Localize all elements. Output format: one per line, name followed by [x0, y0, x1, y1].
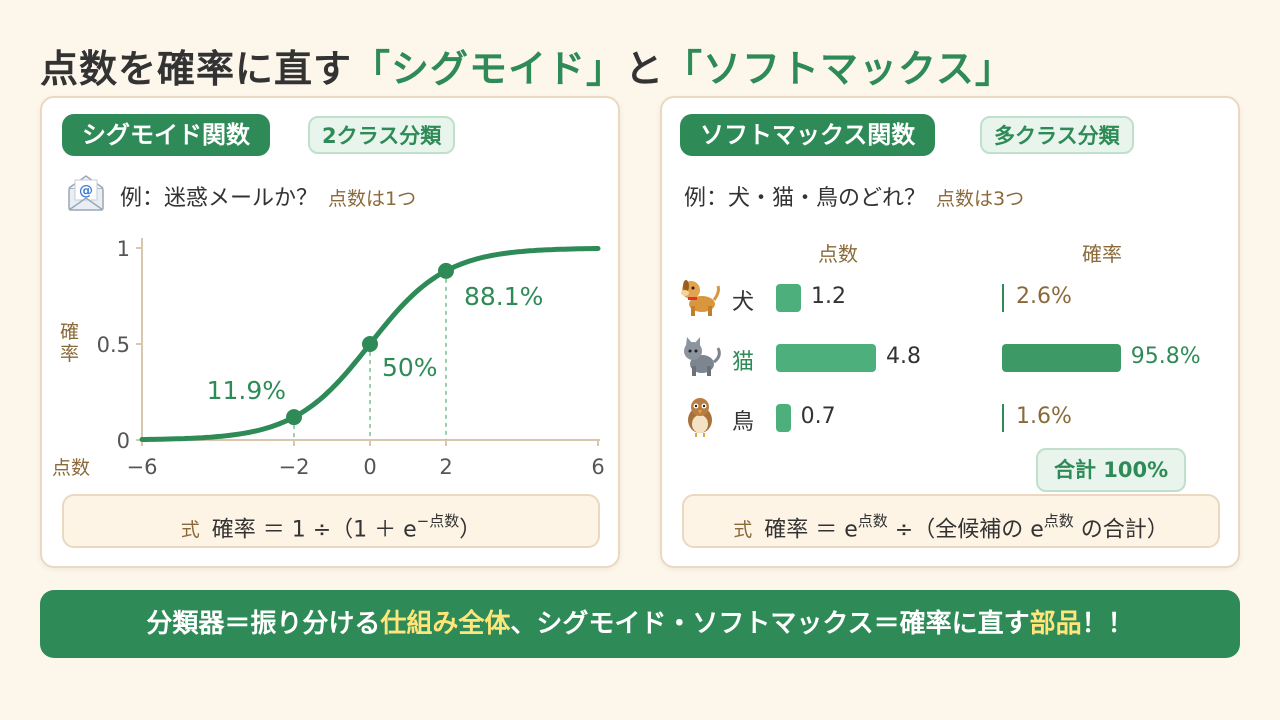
x-axis-label: 点数: [52, 457, 90, 479]
softmax-formula-label: 式: [733, 519, 753, 542]
multi-class-badge: 多クラス分類: [980, 116, 1134, 154]
softmax-panel: ソフトマックス関数 多クラス分類 例：犬・猫・鳥のどれ？ 点数は3つ 点数 確率 …: [660, 96, 1240, 568]
dog-score-bar: [776, 284, 801, 312]
page-title: 点数を確率に直す「シグモイド」と「ソフトマックス」: [40, 38, 1014, 93]
dog-label: 犬: [732, 290, 755, 315]
sigmoid-formula-exponent: −点数: [416, 512, 460, 530]
probability-column-header: 確率: [1082, 242, 1122, 266]
y-tick-label: 0: [117, 429, 130, 453]
bird-score-bar: [776, 404, 791, 432]
sigmoid-panel: シグモイド関数 2クラス分類 @ 例：迷惑メールか？ 点数は1つ 0 0.5 1 −6 −…: [40, 96, 620, 568]
softmax-formula-part-b: ÷（全候補の e: [887, 517, 1044, 543]
title-part1: 点数を確率に直す: [40, 47, 353, 91]
sigmoid-formula-main: 確率 ＝ 1 ÷（1 ＋ e: [211, 517, 417, 543]
softmax-example-note: 点数は3つ: [936, 188, 1025, 210]
two-class-badge: 2クラス分類: [308, 116, 456, 154]
y-tick-label: 0.5: [97, 333, 130, 357]
banner-highlight-part: 部品: [1029, 609, 1082, 639]
bird-label: 鳥: [732, 410, 755, 435]
svg-text:@: @: [79, 183, 93, 199]
cat-icon: [684, 337, 721, 376]
data-label: 11.9%: [207, 376, 286, 405]
dog-probability-bar: [1002, 284, 1004, 312]
cat-score-value: 4.8: [886, 344, 921, 369]
banner-part1: 分類器＝振り分ける: [146, 609, 381, 639]
data-label: 50%: [382, 353, 438, 382]
sigmoid-chart: 0 0.5 1 −6 −2 0 2 6 点数 確率 11.9% 50% 88.1%: [52, 237, 605, 479]
email-icon: @: [68, 175, 104, 211]
bird-score-value: 0.7: [800, 404, 836, 429]
softmax-formula-exponent-1: 点数: [857, 512, 888, 530]
dog-probability-value: 2.6%: [1016, 284, 1072, 309]
x-tick-label: −6: [127, 455, 158, 479]
bird-probability-bar: [1002, 404, 1004, 432]
y-tick-label: 1: [117, 237, 130, 261]
y-axis-label-char: 率: [60, 343, 79, 365]
dog-icon: [681, 280, 720, 316]
title-and: と: [625, 47, 665, 91]
cat-label: 猫: [732, 350, 755, 375]
cat-score-bar: [776, 344, 876, 372]
title-softmax: 「ソフトマックス」: [664, 47, 1014, 91]
x-tick-label: −2: [279, 455, 310, 479]
y-axis-label-char: 確: [60, 321, 79, 343]
sigmoid-formula: 式確率 ＝ 1 ÷（1 ＋ e−点数）: [62, 494, 600, 548]
score-column-header: 点数: [818, 242, 858, 266]
data-point: [286, 409, 302, 426]
sum-badge: 合計 100%: [1036, 448, 1187, 492]
x-tick-label: 2: [439, 455, 452, 479]
title-sigmoid: 「シグモイド」: [352, 47, 626, 91]
bird-icon: [688, 398, 712, 437]
x-tick-label: 6: [591, 455, 604, 479]
data-point: [362, 336, 378, 352]
softmax-formula-part-a: 確率 ＝ e: [764, 517, 858, 543]
sigmoid-example-text: 例：迷惑メールか？: [120, 186, 319, 211]
softmax-example-text: 例：犬・猫・鳥のどれ？: [684, 186, 927, 211]
data-point: [438, 262, 454, 279]
sigmoid-example-note: 点数は1つ: [328, 188, 417, 210]
dog-score-value: 1.2: [811, 284, 846, 309]
banner-part3: 、シグモイド・ソフトマックス＝確率に直す: [510, 609, 1030, 639]
sigmoid-badge: シグモイド関数: [62, 114, 270, 156]
summary-banner: 分類器＝振り分ける仕組み全体、シグモイド・ソフトマックス＝確率に直す部品！！: [40, 590, 1240, 658]
softmax-formula-exponent-2: 点数: [1043, 512, 1074, 530]
softmax-formula: 式確率 ＝ e点数 ÷（全候補の e点数 の合計）: [682, 494, 1220, 548]
softmax-example: 例：犬・猫・鳥のどれ？ 点数は3つ: [684, 180, 1024, 212]
data-label: 88.1%: [464, 282, 543, 311]
bird-probability-value: 1.6%: [1016, 404, 1072, 429]
softmax-badge: ソフトマックス関数: [680, 114, 936, 156]
x-tick-label: 0: [363, 455, 376, 479]
cat-probability-bar: [1002, 344, 1121, 372]
sigmoid-example: 例：迷惑メールか？ 点数は1つ: [120, 180, 416, 212]
sigmoid-formula-end: ）: [459, 517, 482, 543]
banner-part5: ！！: [1081, 609, 1134, 639]
sigmoid-formula-label: 式: [180, 519, 200, 542]
banner-highlight-system: 仕組み全体: [380, 609, 511, 639]
softmax-formula-part-c: の合計）: [1073, 517, 1169, 543]
cat-probability-value: 95.8%: [1130, 344, 1201, 369]
